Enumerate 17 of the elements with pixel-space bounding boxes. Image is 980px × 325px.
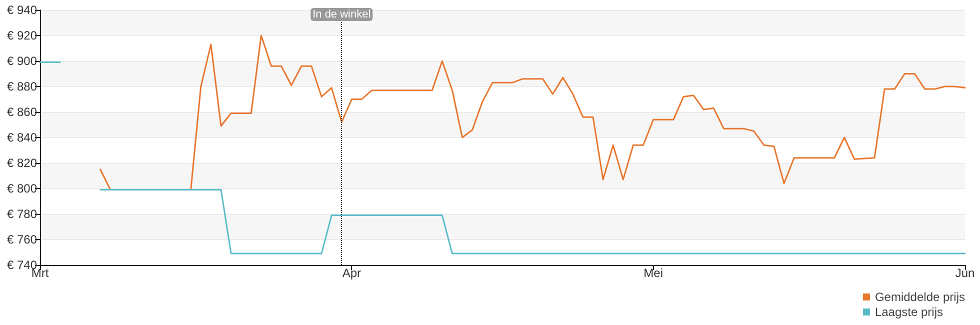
y-tick-label: € 920 xyxy=(6,28,38,42)
ref-line-label: In de winkel xyxy=(312,8,371,20)
x-tick-label: Mei xyxy=(644,266,663,280)
line-series xyxy=(100,34,966,191)
y-tick-label: € 900 xyxy=(6,54,38,68)
y-tick-label: € 820 xyxy=(6,156,38,170)
y-tick-label: € 940 xyxy=(6,3,38,17)
y-tick-label: € 880 xyxy=(6,80,38,94)
legend-label: Gemiddelde prijs xyxy=(874,290,966,304)
y-tick-label: € 860 xyxy=(6,105,38,119)
legend-label: Laagste prijs xyxy=(874,305,944,319)
y-tick-label: € 800 xyxy=(6,182,38,196)
y-tick-label: € 840 xyxy=(6,130,38,144)
y-tick-label: € 780 xyxy=(6,207,38,221)
x-tick-label: Jun xyxy=(955,266,975,280)
y-tick-label: € 760 xyxy=(6,232,38,246)
x-tick-label: Apr xyxy=(342,266,362,280)
